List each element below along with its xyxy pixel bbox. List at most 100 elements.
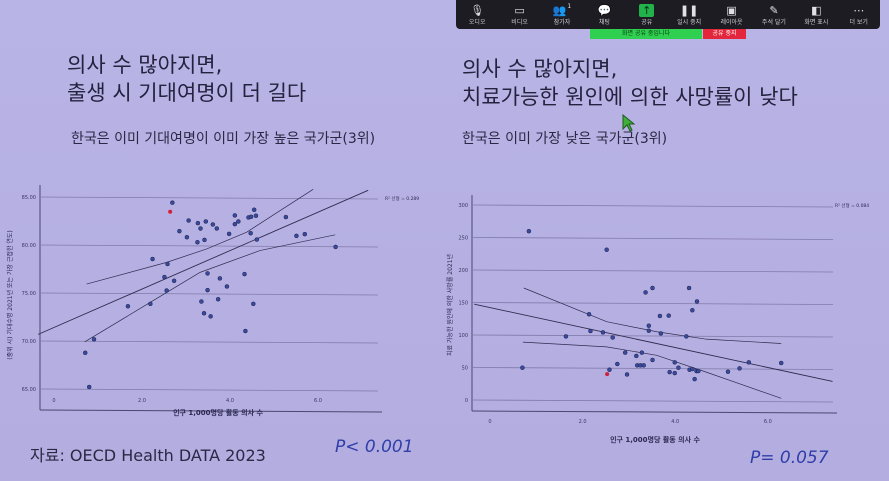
data-point — [615, 361, 620, 367]
annotate-pencil-icon: ✎ — [769, 3, 779, 17]
stop-share-button[interactable]: 공유 중지 — [703, 29, 746, 39]
x-axis-label: 인구 1,000명당 활동 의사 수 — [610, 435, 700, 444]
data-point — [242, 271, 247, 277]
x-axis-label: 인구 1,000명당 활동 의사 수 — [173, 408, 263, 417]
y-tick-label: 250 — [458, 236, 468, 242]
gridline — [39, 340, 379, 344]
r-squared-annotation: R² 선형 = 0.289 — [385, 195, 419, 202]
toolbar-button-label: 채팅 — [598, 18, 610, 26]
data-point — [646, 328, 652, 333]
data-point — [690, 307, 695, 313]
data-point — [214, 226, 220, 231]
toolbar-button-label: 주석 달기 — [761, 18, 786, 26]
data-point — [646, 323, 652, 328]
x-tick-label: 4.0 — [226, 398, 234, 404]
toolbar-button-microphone[interactable]: 🎙 오디오 — [457, 4, 497, 26]
data-point — [210, 222, 216, 227]
toolbar-button-view[interactable]: ◧ 화면 표시 — [796, 4, 836, 26]
toolbar-button-video-camera[interactable]: ▭ 비디오 — [500, 4, 540, 26]
y-tick-label: 200 — [458, 268, 468, 274]
data-point — [650, 285, 655, 291]
confidence-band-lower — [84, 234, 336, 343]
data-point — [641, 363, 646, 368]
data-point — [82, 350, 88, 356]
toolbar-button-more[interactable]: ⋯ 더 보기 — [839, 4, 879, 26]
data-point — [283, 214, 289, 220]
data-point — [251, 207, 257, 213]
data-point — [610, 335, 615, 340]
x-tick-label: 6.0 — [764, 419, 772, 425]
microphone-icon: 🎙 — [470, 3, 485, 17]
data-point — [226, 231, 232, 237]
data-point — [208, 314, 213, 319]
data-point — [696, 368, 701, 374]
toolbar-button-label: 오디오 — [468, 18, 486, 26]
toolbar-button-label: 참가자 — [553, 18, 571, 26]
data-point — [254, 237, 260, 242]
data-point — [604, 247, 609, 252]
data-point — [224, 284, 230, 289]
data-point — [243, 328, 248, 334]
y-tick-label: 85.00 — [22, 195, 36, 201]
data-point — [248, 214, 254, 220]
toolbar-button-chat[interactable]: 💬 채팅 — [584, 4, 624, 26]
data-point — [165, 261, 170, 267]
data-point — [622, 350, 628, 355]
meeting-toolbar: 🎙 오디오 ▭ 비디오 👥 1 참가자 💬 채팅 ↑ 공유 ❚❚ 일시 중지 ▣ 레이아웃 ✎ 주석 달기 ◧ 화면… — [456, 0, 880, 29]
y-axis-label: 치료 가능한 원인에 의한 사망률 2021년 — [446, 254, 454, 356]
data-point — [725, 369, 731, 374]
gridline — [471, 399, 834, 403]
data-point — [667, 369, 672, 375]
participants-icon: 👥 — [552, 3, 567, 17]
data-point — [91, 337, 97, 342]
data-point — [600, 330, 606, 335]
gridline — [39, 244, 379, 248]
data-point — [195, 239, 200, 245]
data-point — [148, 301, 153, 307]
data-point — [686, 285, 692, 291]
data-point — [302, 231, 308, 237]
right-title-line1: 의사 수 많아지면, — [462, 57, 618, 81]
data-point — [202, 237, 207, 243]
data-point — [170, 200, 175, 205]
y-axis-label: (중위 시) 기대수명 2021년 또는 가장 근접한 연도) — [6, 230, 14, 359]
toolbar-button-layout[interactable]: ▣ 레이아웃 — [712, 4, 752, 26]
data-point — [694, 299, 700, 304]
data-point — [232, 213, 238, 218]
toolbar-icon-row: ✎ — [769, 4, 778, 17]
data-point — [526, 228, 532, 234]
data-point — [184, 234, 190, 240]
participant-count-badge: 1 — [567, 2, 572, 10]
left-title-line2: 출생 시 기대여명이 더 길다 — [67, 81, 307, 105]
screen-sharing-banner[interactable]: 화면 공유 중입니다 — [590, 29, 702, 39]
toolbar-icon-row: ⋯ — [853, 4, 864, 17]
data-point — [215, 296, 221, 302]
data-point — [650, 357, 655, 363]
toolbar-icon-row: 🎙 — [470, 4, 484, 17]
data-point — [203, 219, 209, 224]
data-point — [588, 328, 593, 334]
data-point — [520, 365, 525, 370]
toolbar-button-share-screen[interactable]: ↑ 공유 — [627, 3, 667, 26]
share-screen-icon: ↑ — [639, 3, 655, 17]
x-tick-label: 0 — [52, 398, 55, 404]
toolbar-button-annotate-pencil[interactable]: ✎ 주석 달기 — [754, 4, 794, 26]
data-point — [778, 360, 784, 366]
data-point — [692, 376, 697, 382]
data-point — [217, 276, 223, 281]
toolbar-button-pause[interactable]: ❚❚ 일시 중지 — [669, 4, 709, 26]
data-point — [195, 220, 201, 226]
toolbar-button-participants[interactable]: 👥 1 참가자 — [542, 2, 582, 26]
right-title-line2: 치료가능한 원인에 의한 사망률이 낮다 — [462, 85, 798, 109]
data-point-korea — [168, 209, 173, 214]
data-point — [746, 360, 752, 365]
gridline — [39, 388, 379, 392]
data-point — [658, 331, 664, 336]
toolbar-button-label: 더 보기 — [849, 18, 868, 26]
data-point — [672, 360, 677, 365]
y-tick-label: 300 — [458, 203, 468, 209]
y-tick-label: 80.00 — [22, 243, 36, 249]
confidence-band-upper — [86, 189, 314, 285]
